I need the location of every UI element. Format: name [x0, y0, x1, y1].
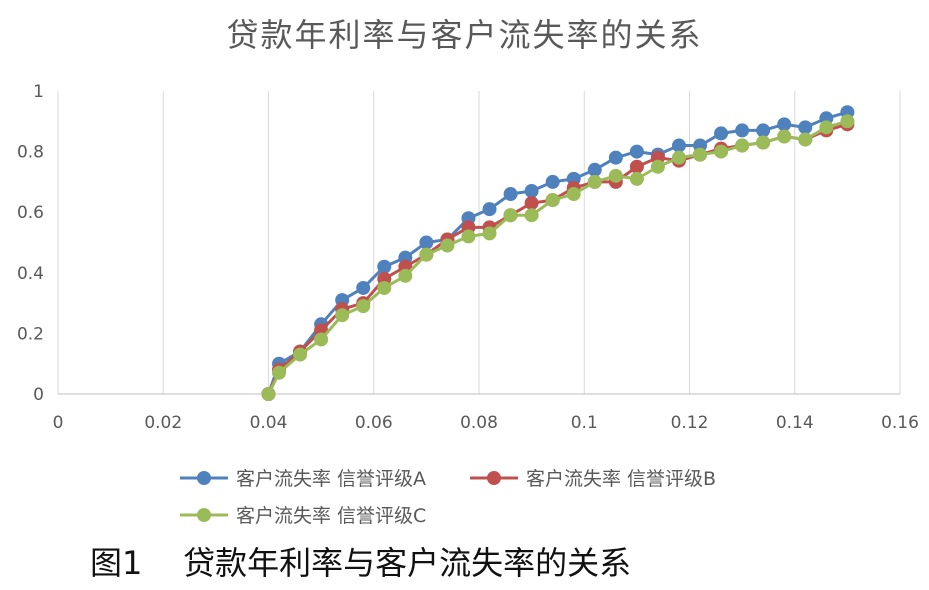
figure-caption: 图1 贷款年利率与客户流失率的关系	[90, 538, 631, 584]
data-point	[587, 162, 602, 177]
data-point	[524, 208, 539, 223]
data-point	[608, 168, 623, 183]
axes: 0 0.02 0.04 0.06 0.08 0.1 0.12 0.14 0.16 0 0.2 0.4 0…	[17, 82, 919, 433]
legend-item: 客户流失率 信誉评级B	[470, 468, 716, 490]
legend-marker	[197, 508, 211, 522]
data-point	[840, 114, 855, 129]
data-point	[377, 259, 392, 274]
data-point	[693, 147, 708, 162]
data-point	[440, 238, 455, 253]
x-tick-label: 0.06	[355, 413, 393, 433]
x-tick-label: 0.12	[671, 413, 709, 433]
data-point	[356, 299, 371, 314]
x-tick-label: 0.02	[144, 413, 182, 433]
y-tick-label: 0.6	[17, 203, 44, 223]
data-point	[419, 247, 434, 262]
data-point	[272, 365, 287, 380]
data-point	[482, 202, 497, 217]
y-tick-label: 0.2	[17, 324, 44, 344]
data-point	[503, 208, 518, 223]
y-tick-label: 0.4	[17, 264, 44, 284]
legend-item: 客户流失率 信誉评级C	[180, 505, 426, 527]
legend-marker	[197, 471, 211, 485]
legend: 客户流失率 信誉评级A 客户流失率 信誉评级B 客户流失率 信誉评级C	[180, 468, 716, 527]
data-point	[714, 126, 729, 141]
data-point	[798, 132, 813, 147]
data-point	[314, 332, 329, 347]
series-0	[261, 105, 855, 401]
data-point	[293, 347, 308, 362]
figure-caption-label: 图1	[90, 544, 143, 582]
data-point	[798, 120, 813, 135]
y-tick-label: 0.8	[17, 143, 44, 163]
legend-item: 客户流失率 信誉评级A	[180, 468, 426, 490]
x-tick-label: 0.16	[881, 413, 919, 433]
y-tick-label: 1	[33, 82, 44, 102]
x-tick-label: 0.1	[571, 413, 598, 433]
data-point	[545, 174, 560, 189]
series-2	[261, 114, 855, 401]
figure-caption-text: 贷款年利率与客户流失率的关系	[183, 544, 632, 582]
series-line	[267, 119, 848, 395]
data-point	[545, 193, 560, 208]
data-point	[629, 144, 644, 159]
series-group	[261, 105, 855, 401]
data-point	[503, 187, 518, 202]
data-point	[650, 159, 665, 174]
data-point	[735, 123, 750, 138]
chart-title: 贷款年利率与客户流失率的关系	[226, 16, 703, 54]
data-point	[377, 280, 392, 295]
data-point	[777, 129, 792, 144]
data-point	[819, 120, 834, 135]
data-point	[756, 123, 771, 138]
data-point	[335, 308, 350, 323]
series-line	[267, 122, 848, 395]
legend-label: 客户流失率 信誉评级A	[236, 468, 426, 490]
data-point	[524, 183, 539, 198]
data-point	[629, 171, 644, 186]
data-point	[777, 117, 792, 132]
data-point	[261, 387, 276, 401]
x-tick-label: 0.14	[776, 413, 814, 433]
data-point	[461, 229, 476, 244]
data-point	[629, 159, 644, 174]
series-line	[267, 110, 848, 395]
data-point	[671, 150, 686, 165]
x-tick-label: 0	[53, 413, 64, 433]
data-point	[482, 226, 497, 241]
series-1	[261, 117, 855, 401]
data-point	[566, 187, 581, 202]
legend-label: 客户流失率 信誉评级B	[526, 468, 716, 490]
data-point	[735, 138, 750, 153]
data-point	[608, 150, 623, 165]
y-tick-label: 0	[33, 385, 44, 405]
x-tick-label: 0.04	[250, 413, 288, 433]
data-point	[524, 196, 539, 211]
grid-lines	[57, 91, 901, 394]
data-point	[398, 268, 413, 283]
data-point	[356, 280, 371, 295]
data-point	[714, 144, 729, 159]
legend-marker	[487, 471, 501, 485]
data-point	[756, 135, 771, 150]
data-point	[587, 174, 602, 189]
data-point	[419, 235, 434, 250]
legend-label: 客户流失率 信誉评级C	[236, 505, 426, 527]
x-tick-label: 0.08	[460, 413, 498, 433]
data-point	[671, 138, 686, 153]
